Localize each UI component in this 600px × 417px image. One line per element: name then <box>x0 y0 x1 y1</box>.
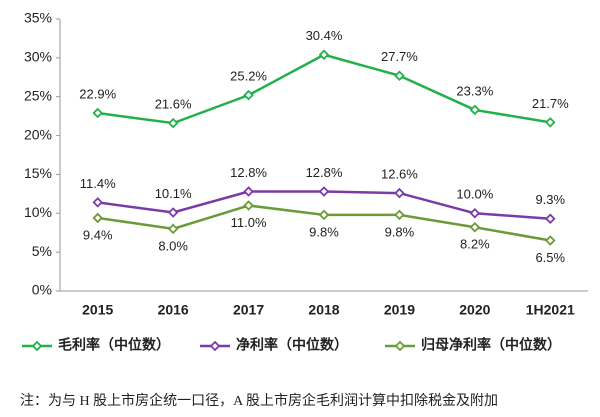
data-label: 23.3% <box>456 83 493 98</box>
data-label: 9.8% <box>309 224 339 239</box>
marker <box>545 235 556 246</box>
marker <box>394 70 405 82</box>
x-tick-label: 2016 <box>158 302 189 318</box>
x-tick-label: 2017 <box>233 302 264 318</box>
data-label: 12.8% <box>230 165 267 180</box>
x-tick-label: 2019 <box>384 302 415 318</box>
legend-marker <box>209 340 221 352</box>
marker <box>394 187 405 199</box>
data-label: 22.9% <box>79 86 116 101</box>
data-label: 9.3% <box>535 192 565 207</box>
data-label: 11.4% <box>80 176 116 191</box>
y-tick-label: 0% <box>32 282 52 298</box>
marker <box>92 212 103 224</box>
data-label: 11.0% <box>231 215 267 230</box>
legend-marker <box>31 340 43 352</box>
marker <box>469 104 481 116</box>
data-label: 10.1% <box>155 186 192 201</box>
note: 注：为与 H 股上市房企统一口径，A 股上市房企毛利润计算中扣除税金及附加 <box>20 392 498 409</box>
data-label: 6.5% <box>535 250 565 265</box>
y-tick-label: 15% <box>24 165 52 181</box>
legend-marker <box>394 340 406 352</box>
y-tick-label: 20% <box>24 126 52 142</box>
data-label: 12.8% <box>306 165 343 180</box>
data-label: 30.4% <box>306 28 343 43</box>
legend-label: 毛利率（中位数） <box>58 337 170 353</box>
marker <box>167 223 179 235</box>
data-label: 9.8% <box>385 224 415 239</box>
legend-label: 净利率（中位数） <box>236 337 348 353</box>
marker <box>469 222 481 233</box>
marker <box>394 209 405 221</box>
y-tick-label: 30% <box>24 49 52 65</box>
marker <box>243 200 254 211</box>
data-label: 21.7% <box>532 96 569 111</box>
data-label: 9.4% <box>83 227 113 242</box>
marker <box>318 186 330 197</box>
marker <box>469 208 481 219</box>
data-label: 25.2% <box>230 69 267 84</box>
marker <box>92 107 103 119</box>
data-label: 12.6% <box>381 167 418 182</box>
data-label: 21.6% <box>155 97 192 112</box>
marker <box>545 213 556 224</box>
data-label: 8.0% <box>158 238 188 253</box>
x-tick-label: 2020 <box>459 302 490 318</box>
y-tick-label: 25% <box>24 87 52 103</box>
x-tick-label: 1H2021 <box>526 302 575 318</box>
x-tick-label: 2018 <box>308 302 339 318</box>
marker <box>243 89 254 101</box>
marker <box>318 209 330 221</box>
x-tick-label: 2015 <box>82 302 113 318</box>
data-label: 10.0% <box>456 187 493 202</box>
marker <box>92 197 103 208</box>
marker <box>167 207 179 218</box>
data-label: 8.2% <box>460 237 490 252</box>
marker <box>318 49 330 61</box>
y-tick-label: 10% <box>24 204 52 220</box>
y-tick-label: 5% <box>32 243 52 259</box>
marker <box>167 117 179 129</box>
data-label: 27.7% <box>381 49 418 64</box>
y-tick-label: 35% <box>24 10 52 26</box>
marker <box>243 186 254 197</box>
marker <box>545 117 556 128</box>
legend-label: 归母净利率（中位数） <box>421 337 561 353</box>
